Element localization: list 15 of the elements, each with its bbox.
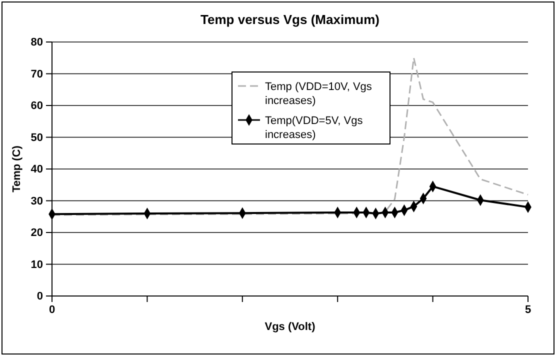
legend-label: Temp(VDD=5V, Vgs increases) <box>265 115 364 141</box>
y-tick-label: 30 <box>30 195 43 208</box>
y-tick-label: 50 <box>30 132 43 144</box>
y-tick-label: 80 <box>30 36 43 49</box>
y-tick-label: 20 <box>30 227 43 240</box>
chart-title: Temp versus Vgs (Maximum) <box>200 12 380 27</box>
y-tick-label: 70 <box>30 68 43 80</box>
y-tick-label: 0 <box>36 290 43 303</box>
y-tick-label: 40 <box>30 164 43 176</box>
x-axis-title: Vgs (Volt) <box>264 321 316 333</box>
y-tick-label: 60 <box>30 100 43 112</box>
y-tick-label: 10 <box>30 258 43 271</box>
x-tick-label: 5 <box>524 304 532 316</box>
legend-label: Temp (VDD=10V, Vgs increases) <box>265 81 372 107</box>
y-axis-title: Temp (C) <box>11 145 23 192</box>
